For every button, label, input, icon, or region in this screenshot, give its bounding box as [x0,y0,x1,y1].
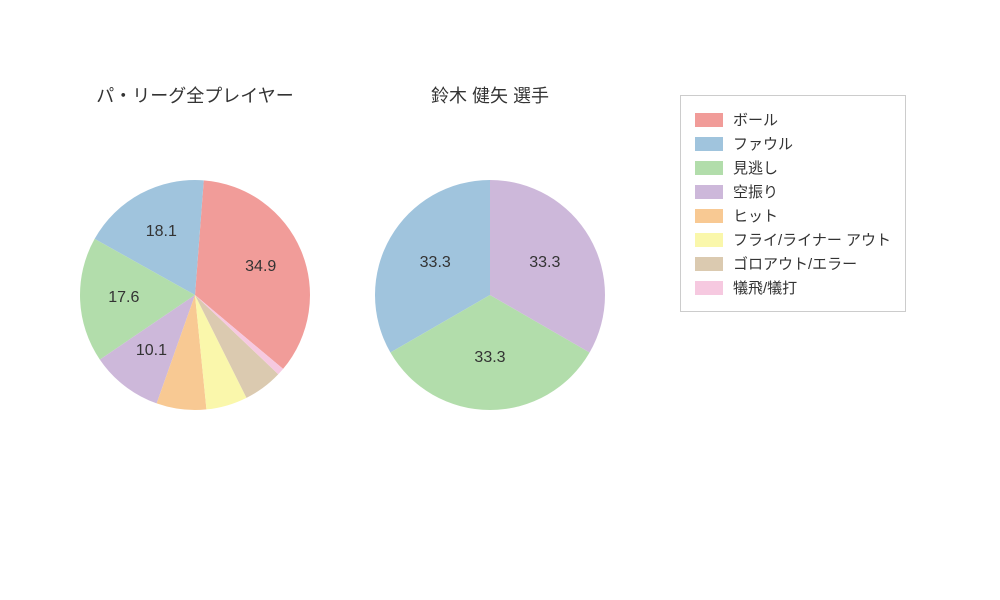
legend-label-swinging: 空振り [733,181,778,202]
legend-item-sac: 犠飛/犠打 [695,277,891,298]
slice-label-player-foul: 33.3 [420,254,451,272]
slice-label-league-ball: 34.9 [245,258,276,276]
legend-item-looking: 見逃し [695,157,891,178]
legend-swatch-foul [695,137,723,151]
legend-item-flyliner: フライ/ライナー アウト [695,229,891,250]
legend-label-foul: ファウル [733,133,793,154]
legend-swatch-swinging [695,185,723,199]
legend-label-sac: 犠飛/犠打 [733,277,797,298]
legend-swatch-groundout [695,257,723,271]
legend-item-groundout: ゴロアウト/エラー [695,253,891,274]
legend-swatch-ball [695,113,723,127]
legend-item-ball: ボール [695,109,891,130]
slice-label-player-looking: 33.3 [474,349,505,367]
legend-label-hit: ヒット [733,205,778,226]
legend-item-hit: ヒット [695,205,891,226]
legend-item-foul: ファウル [695,133,891,154]
legend-label-ball: ボール [733,109,778,130]
slice-label-league-foul: 18.1 [146,223,177,241]
legend-label-groundout: ゴロアウト/エラー [733,253,857,274]
legend-item-swinging: 空振り [695,181,891,202]
legend-swatch-hit [695,209,723,223]
legend: ボールファウル見逃し空振りヒットフライ/ライナー アウトゴロアウト/エラー犠飛/… [680,95,906,312]
legend-swatch-looking [695,161,723,175]
legend-label-flyliner: フライ/ライナー アウト [733,229,891,250]
slice-label-league-looking: 17.6 [108,289,139,307]
chart-container: パ・リーグ全プレイヤー 鈴木 健矢 選手 34.918.117.610.133.… [0,0,1000,600]
slice-label-player-swinging: 33.3 [529,254,560,272]
slice-label-league-swinging: 10.1 [136,342,167,360]
legend-swatch-sac [695,281,723,295]
legend-label-looking: 見逃し [733,157,778,178]
legend-swatch-flyliner [695,233,723,247]
